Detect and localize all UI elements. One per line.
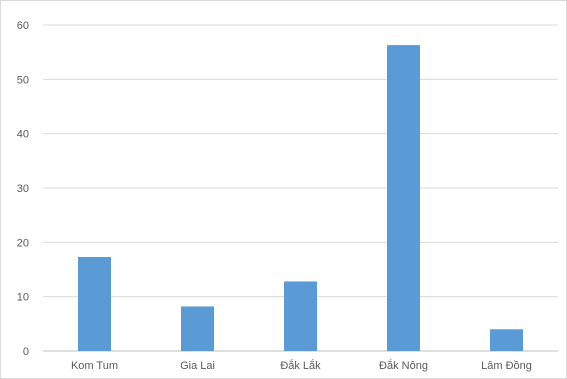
y-tick-label: 30 bbox=[17, 183, 29, 195]
x-tick-label: Đắk Lắk bbox=[280, 359, 321, 372]
x-tick-label: Đắk Nông bbox=[379, 359, 428, 372]
bar bbox=[490, 329, 523, 351]
y-tick-label: 10 bbox=[17, 292, 29, 304]
y-tick-label: 50 bbox=[17, 74, 29, 86]
bar bbox=[284, 281, 317, 351]
y-tick-label: 60 bbox=[17, 20, 29, 32]
x-tick-label: Lâm Đồng bbox=[481, 360, 532, 372]
bar bbox=[387, 45, 420, 351]
bar bbox=[181, 306, 214, 351]
y-tick-label: 0 bbox=[23, 346, 29, 358]
y-tick-label: 20 bbox=[17, 237, 29, 249]
bar bbox=[78, 257, 111, 351]
x-tick-label: Gia Lai bbox=[180, 360, 215, 372]
y-tick-label: 40 bbox=[17, 129, 29, 141]
x-tick-label: Kom Tum bbox=[71, 360, 118, 372]
